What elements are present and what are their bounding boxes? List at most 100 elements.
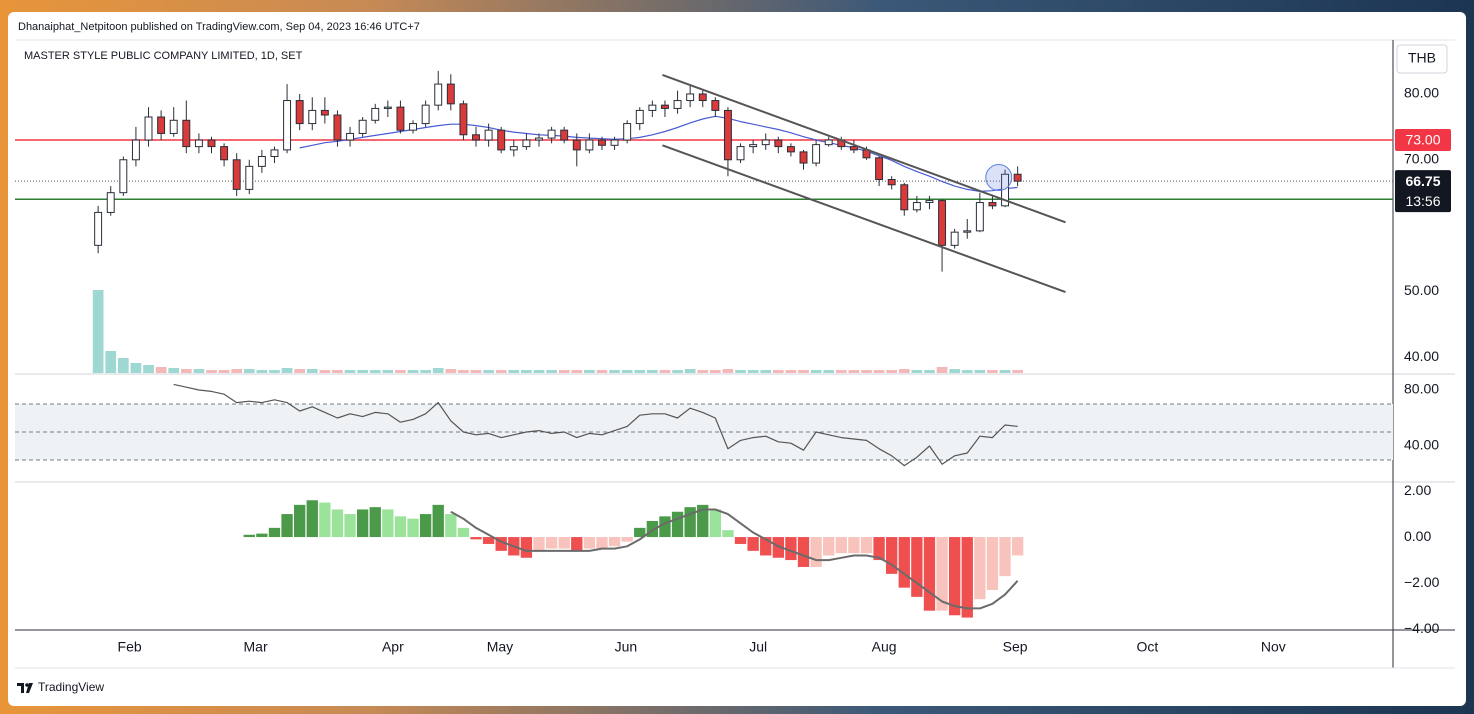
volume-bar [143, 365, 154, 373]
candle-body [333, 114, 342, 141]
macd-bar [936, 537, 948, 611]
volume-bar [1012, 370, 1023, 373]
level-badge [1395, 129, 1451, 152]
macd-bar [520, 537, 533, 558]
volume-bar [798, 370, 809, 373]
candle-body [812, 144, 821, 164]
macd-bar [407, 518, 419, 538]
candle-body [535, 137, 543, 141]
volume-bar [546, 370, 557, 373]
volume-bar [823, 370, 835, 373]
macd-bar [823, 537, 835, 556]
macd-bar [734, 537, 747, 544]
macd-bar [785, 537, 797, 561]
volume-bar [382, 370, 394, 373]
y-tick-label: 50.00 [1404, 282, 1439, 298]
price-pane [15, 70, 1393, 373]
candle-body [660, 104, 669, 109]
candle-body [106, 192, 115, 213]
macd-bar [911, 537, 923, 597]
y-tick-label: 80.00 [1404, 85, 1439, 101]
candle-body [572, 139, 581, 151]
volume-bar [999, 370, 1011, 373]
volume-bar [848, 370, 860, 373]
macd-bar [608, 537, 621, 547]
candle-body [547, 129, 556, 139]
candle-body [975, 202, 984, 232]
axes: 40.0050.0070.0080.0073.0064.0066.7513:56… [118, 85, 1451, 655]
candle-body [497, 129, 506, 151]
volume-bar [911, 370, 923, 373]
macd-bar [974, 537, 986, 600]
macd-bar [382, 509, 394, 538]
candle-body [396, 106, 405, 131]
volume-bar [533, 370, 545, 373]
panel [8, 12, 1466, 706]
candle-body [560, 129, 569, 141]
macd-bar [923, 537, 936, 611]
x-tick-label: Sep [1003, 639, 1028, 655]
macd-bar [646, 520, 659, 538]
candle-body [623, 123, 632, 141]
volume-bar [735, 370, 746, 373]
candle-body [686, 93, 695, 102]
volume-bar [294, 369, 306, 373]
volume-bar [105, 351, 117, 373]
y-tick-label: 40.00 [1404, 348, 1439, 364]
candle-body [774, 139, 783, 148]
candle-body [875, 157, 884, 181]
macd-bar [495, 537, 507, 551]
macd-bar [457, 527, 470, 538]
macd-bar [797, 537, 810, 567]
x-tick-label: Feb [118, 639, 142, 655]
volume-bar [332, 370, 343, 373]
macd-bar [583, 537, 596, 549]
level-badge-label: 73.00 [1405, 132, 1440, 148]
candle-body [963, 230, 972, 233]
y-tick-label: 2.00 [1404, 482, 1431, 498]
volume-bar [495, 370, 507, 373]
volume-bar [521, 370, 532, 373]
macd-bar [394, 516, 407, 538]
volume-bar [861, 370, 872, 373]
candle-body [421, 104, 430, 125]
trendline [662, 144, 1066, 293]
candle-body [434, 83, 443, 106]
volume-bar [155, 367, 167, 373]
volume-bar [961, 370, 973, 373]
candle-body [522, 139, 531, 148]
volume-bar [634, 370, 646, 373]
macd-bar [659, 516, 671, 538]
volume-bar [407, 370, 419, 373]
volume-bar [432, 368, 444, 373]
y-tick-label: 40.00 [1404, 437, 1439, 453]
last-price-badge [1395, 170, 1451, 213]
candle-body [610, 139, 619, 146]
macd-bar [558, 537, 570, 549]
candle-body [824, 139, 833, 146]
volume-bar [458, 370, 469, 373]
volume-bar [243, 369, 255, 373]
volume-bar [256, 370, 268, 373]
macd-bar [369, 507, 381, 538]
macd-bar [482, 537, 495, 544]
macd-bar [886, 537, 898, 574]
volume-bar [306, 369, 318, 373]
candle-body [459, 103, 468, 136]
candle-body [698, 93, 707, 102]
macd-bar [294, 504, 306, 538]
candle-body [346, 132, 355, 141]
candle-body [131, 139, 140, 161]
signal-line [450, 508, 1019, 610]
candle-body [207, 139, 216, 148]
macd-bar [268, 527, 281, 538]
macd-bar [697, 504, 709, 538]
volume-bar [571, 370, 583, 373]
candle-body [912, 202, 921, 211]
volume-bar [672, 370, 683, 373]
macd-bar [356, 509, 369, 538]
candle-body [283, 100, 292, 151]
volume-bar [180, 369, 192, 373]
